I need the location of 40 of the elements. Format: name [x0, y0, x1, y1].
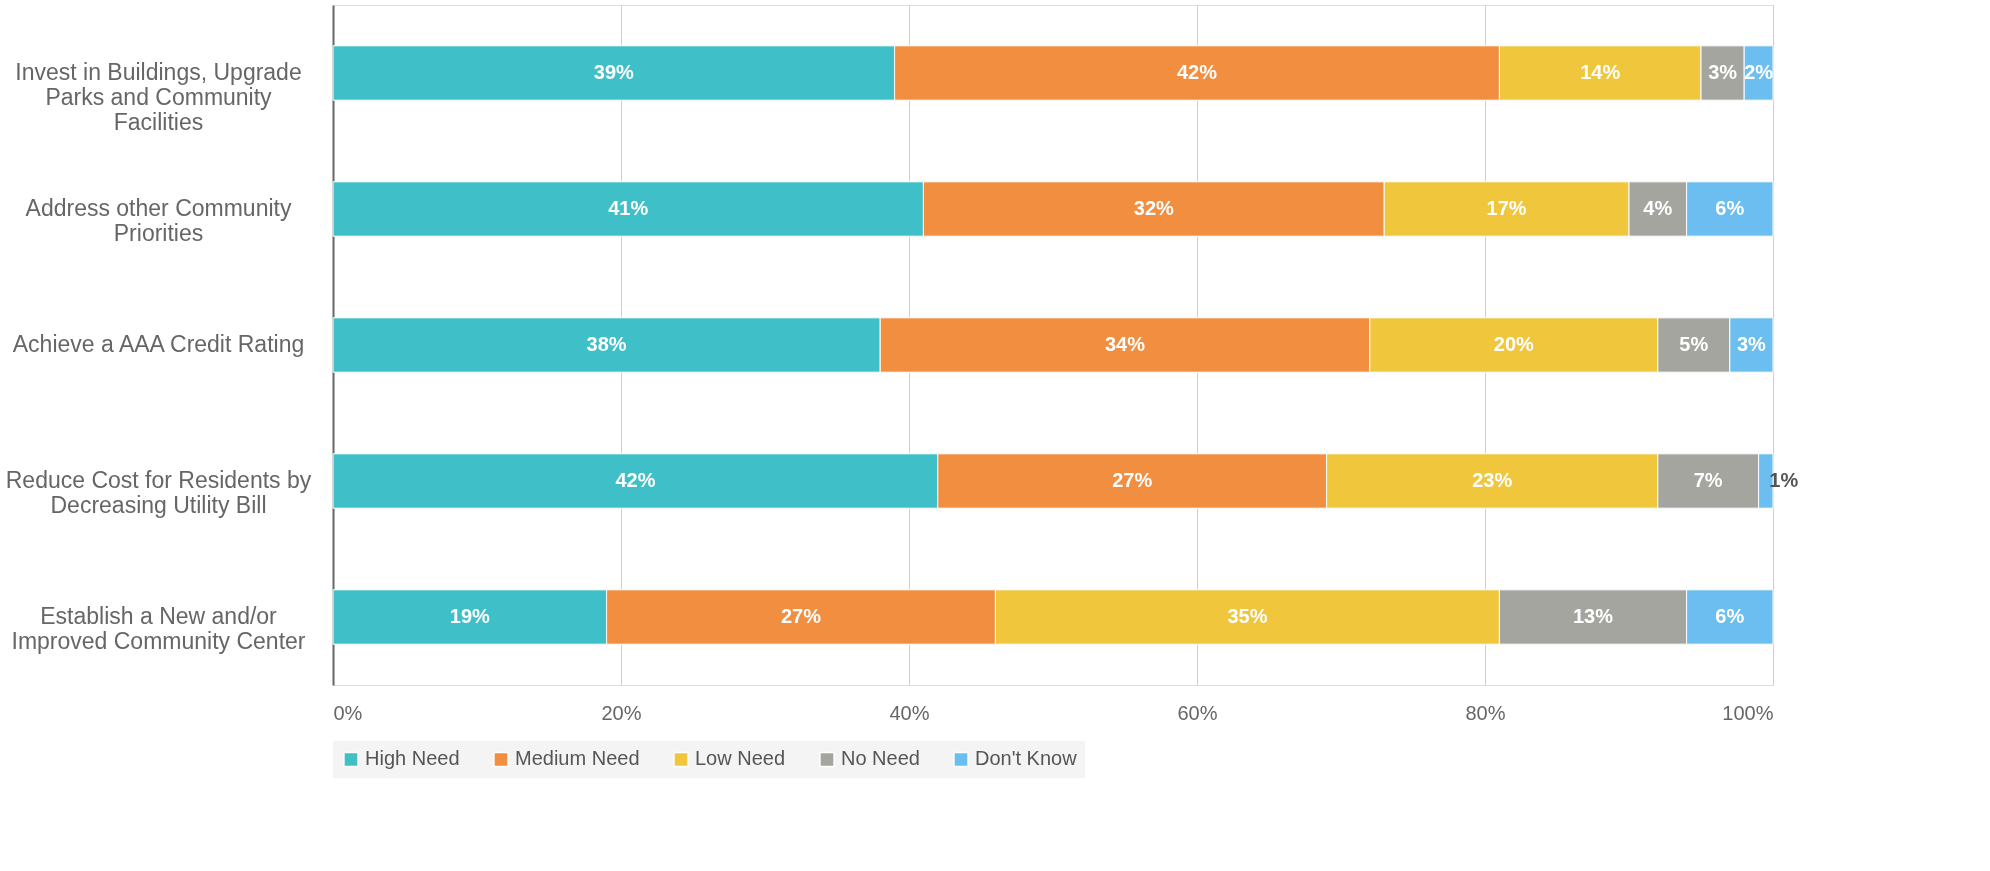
data-label: 6% [1715, 197, 1745, 219]
y-tick-label: Invest in Buildings, Upgrade Parks and Community Facilities [15, 59, 302, 135]
data-label: 42% [1176, 61, 1218, 83]
x-tick-label: 0% [333, 701, 363, 724]
data-label: 38% [586, 333, 627, 355]
data-label: 42% [615, 469, 656, 491]
data-label: 23% [1472, 469, 1513, 491]
y-tick-label: Address other Community Priorities [25, 195, 292, 246]
data-label: 2% [1744, 61, 1774, 83]
data-label: 13% [1572, 605, 1614, 627]
data-label: 32% [1133, 197, 1175, 219]
x-tick-label: 20% [601, 701, 642, 724]
data-label: 39% [593, 61, 635, 83]
data-label: 5% [1679, 333, 1709, 355]
x-tick-label: 100% [1722, 701, 1774, 724]
data-label: 7% [1693, 469, 1723, 491]
data-label: 6% [1715, 605, 1745, 627]
data-label: 34% [1104, 333, 1146, 355]
legend-label: Medium Need [515, 747, 640, 770]
data-label: 41% [608, 197, 649, 219]
legend-label: Don't Know [975, 747, 1078, 770]
data-label: 20% [1493, 333, 1535, 355]
x-tick-label: 60% [1177, 701, 1218, 724]
legend-label: No Need [841, 747, 920, 770]
y-tick-label: Reduce Cost for Residents by Decreasing Utility Bill [5, 467, 312, 518]
data-label: 27% [1112, 469, 1153, 491]
x-tick-label: 40% [889, 701, 930, 724]
data-label: 35% [1227, 605, 1268, 627]
x-tick-label: 80% [1465, 701, 1506, 724]
data-label: 3% [1736, 333, 1767, 355]
data-label: 14% [1580, 61, 1621, 83]
data-label: 4% [1643, 197, 1673, 219]
legend-label: Low Need [695, 747, 786, 770]
data-label: 27% [780, 605, 822, 627]
data-label: 3% [1708, 61, 1738, 83]
data-label: 17% [1486, 197, 1527, 219]
data-label: 19% [449, 605, 491, 627]
legend-label: High Need [365, 747, 460, 770]
y-tick-label: Establish a New and/or Improved Community Center [11, 603, 306, 654]
y-tick-label: Achieve a AAA Credit Rating [12, 331, 305, 357]
